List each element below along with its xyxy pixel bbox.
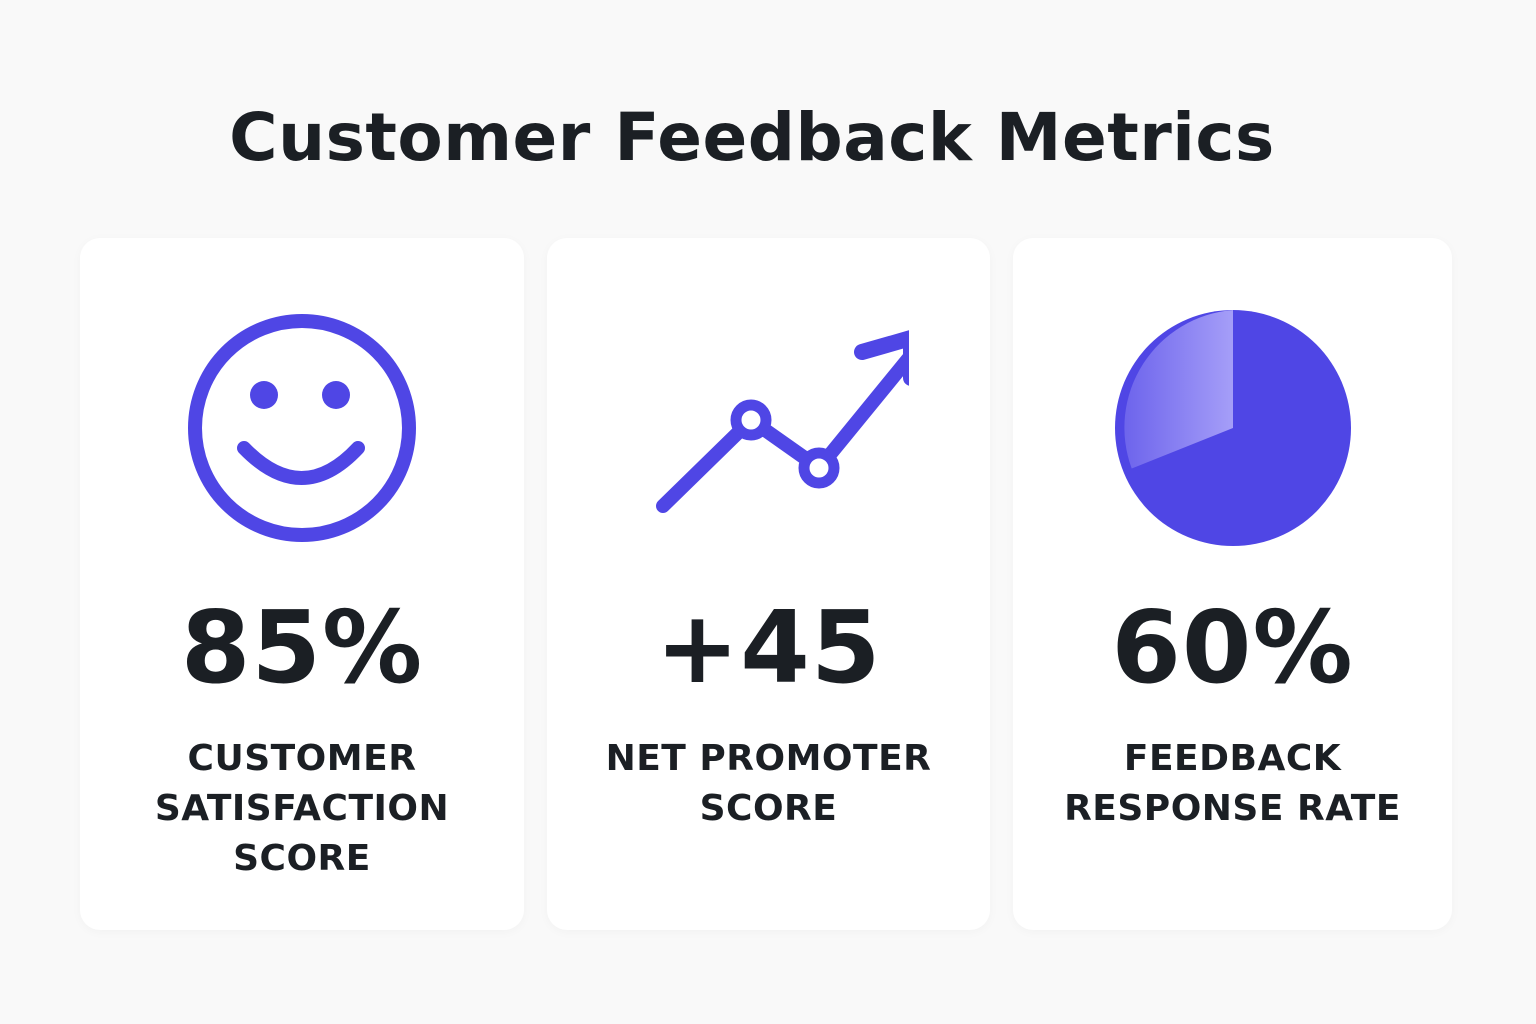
metric-label-line: RESPONSE RATE [1064,788,1401,829]
smiley-face-icon [188,314,416,542]
metric-label-line: SCORE [233,838,371,879]
metric-value: 60% [1111,589,1354,706]
metric-label-line: CUSTOMER [187,738,417,779]
metric-label: CUSTOMER SATISFACTION SCORE [80,734,524,884]
metric-card-net-promoter-score: +45 NET PROMOTER SCORE [547,238,990,930]
trend-up-icon [655,330,909,513]
metric-value: 85% [180,589,424,706]
metric-label-line: SCORE [699,788,838,829]
pie-chart-icon [1114,310,1351,546]
metric-label-line: FEEDBACK [1123,738,1342,779]
metric-label-line: SATISFACTION [154,788,450,829]
metric-label: NET PROMOTER SCORE [547,734,990,834]
page-title: Customer Feedback Metrics [229,99,1275,176]
metric-label-line: NET PROMOTER [605,738,932,779]
metric-card-feedback-response-rate: 60% FEEDBACK RESPONSE RATE [1013,238,1452,930]
metric-value: +45 [655,589,882,706]
metric-label: FEEDBACK RESPONSE RATE [1013,734,1452,834]
metric-card-customer-satisfaction: 85% CUSTOMER SATISFACTION SCORE [80,238,524,930]
